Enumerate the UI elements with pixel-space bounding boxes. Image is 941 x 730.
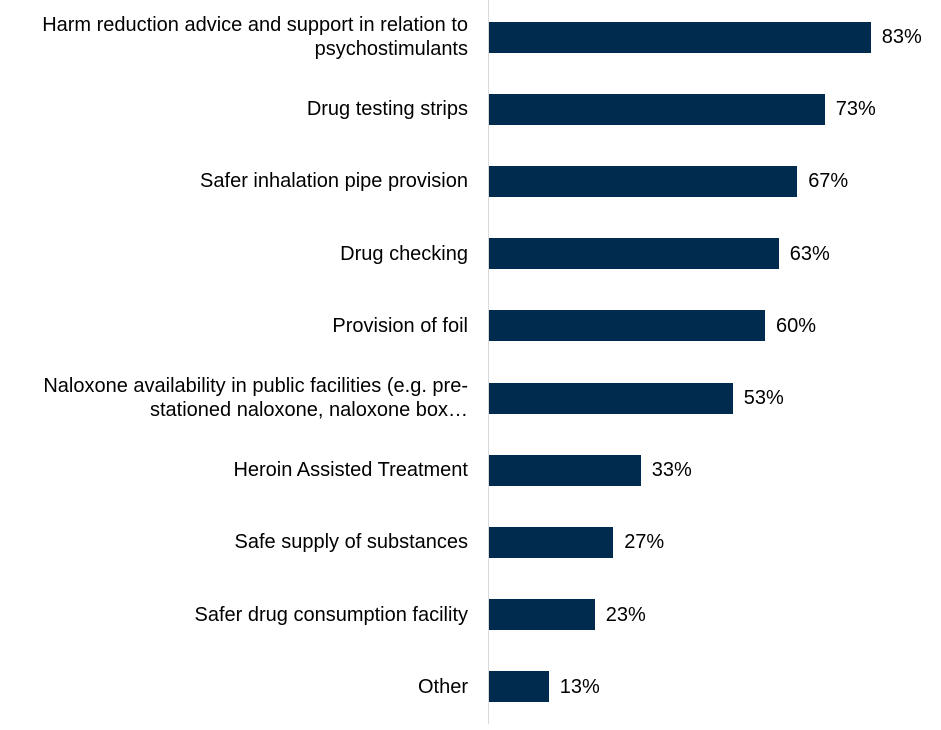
bar (489, 93, 825, 125)
bar (489, 526, 614, 558)
bar (489, 382, 733, 414)
bar (489, 21, 871, 53)
value-label: 53% (743, 387, 784, 409)
category-label: Naloxone availability in public faciliti… (43, 375, 468, 421)
axis-line (488, 0, 489, 724)
value-label: 73% (835, 98, 876, 121)
category-label: Harm reduction advice and support in rel… (42, 14, 468, 60)
value-label: 83% (881, 26, 922, 48)
value-label: 23% (605, 603, 646, 626)
bar (489, 310, 765, 342)
bar (489, 454, 641, 486)
value-label: 13% (559, 675, 600, 698)
category-label: Drug testing strips (306, 98, 468, 121)
value-label: 27% (624, 531, 665, 554)
value-label: 33% (651, 459, 692, 482)
category-label: Provision of foil (332, 314, 468, 337)
value-label: 67% (808, 170, 849, 193)
category-label: Safer drug consumption facility (194, 603, 468, 626)
bar (489, 165, 798, 197)
category-label: Drug checking (340, 242, 468, 265)
category-label: Heroin Assisted Treatment (233, 459, 468, 482)
value-label: 60% (776, 314, 817, 337)
category-label: Safe supply of substances (234, 531, 468, 554)
bar (489, 671, 549, 703)
category-label: Other (417, 675, 468, 698)
bar (489, 238, 779, 270)
value-label: 63% (789, 242, 830, 265)
category-label: Safer inhalation pipe provision (200, 170, 468, 193)
bar (489, 599, 595, 631)
